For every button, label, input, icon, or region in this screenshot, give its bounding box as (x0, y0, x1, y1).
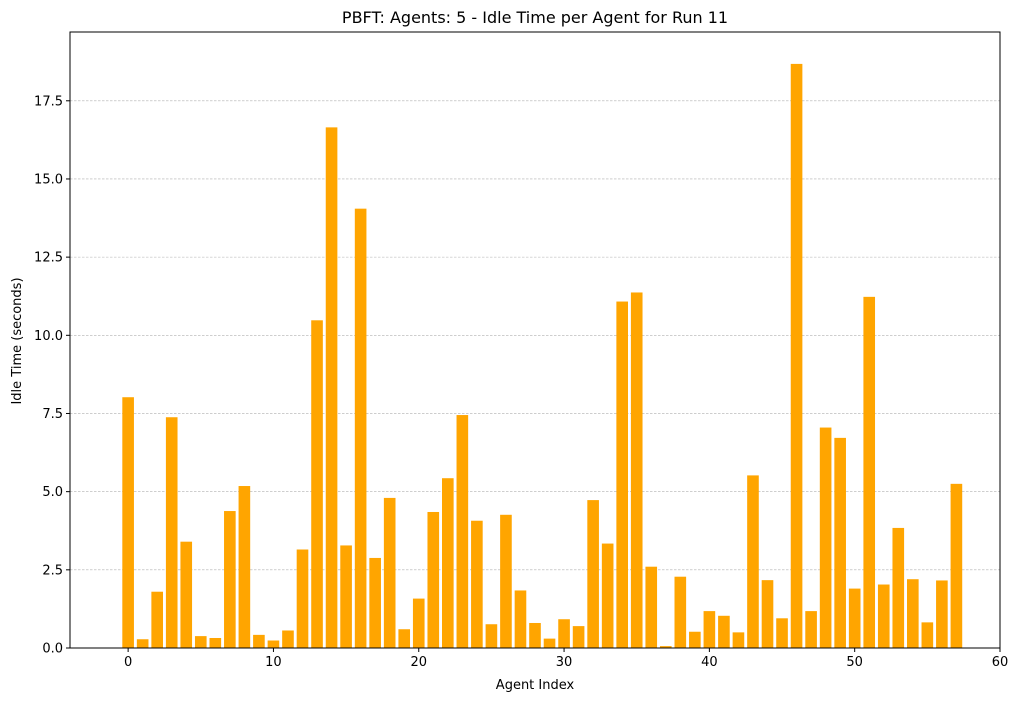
bar-agent-31 (572, 626, 585, 648)
bar-agent-3 (165, 417, 178, 648)
y-tick-label: 0.0 (42, 642, 63, 657)
bar-agent-9 (253, 634, 265, 648)
bar-agent-7 (224, 511, 236, 648)
x-tick-label: 50 (846, 655, 863, 670)
y-tick-label: 15.0 (34, 172, 63, 187)
bar-agent-8 (238, 486, 251, 648)
x-tick-label: 40 (701, 655, 718, 670)
bar-agent-30 (558, 619, 570, 648)
bar-agent-39 (689, 631, 701, 648)
bar-agent-50 (848, 588, 861, 648)
bar-agent-36 (645, 566, 658, 648)
bar-agent-48 (819, 427, 832, 648)
y-tick-label: 10.0 (34, 329, 63, 344)
x-axis-ticks: 0 10 20 30 40 50 60 (124, 648, 1008, 670)
bar-agent-29 (543, 638, 556, 648)
bar-agent-51 (863, 296, 876, 648)
bar-agent-11 (282, 630, 294, 648)
bar-agent-46 (790, 63, 803, 649)
bar-agent-4 (180, 541, 193, 648)
bar-agent-41 (718, 615, 730, 648)
bar-agent-35 (630, 292, 643, 648)
y-tick-label: 7.5 (42, 407, 63, 422)
chart-title: PBFT: Agents: 5 - Idle Time per Agent fo… (342, 8, 728, 27)
y-axis-ticks: 0.0 2.5 5.0 7.5 10.0 12.5 15.0 17.5 (34, 94, 70, 657)
bar-agent-6 (209, 637, 222, 648)
bar-agent-56 (936, 580, 948, 648)
bar-agent-47 (805, 611, 817, 648)
bar-agent-17 (369, 557, 381, 648)
bar-agent-43 (747, 475, 759, 648)
bar-agent-16 (354, 208, 367, 648)
y-tick-label: 5.0 (42, 485, 63, 500)
bar-agent-21 (427, 511, 440, 648)
bar-agent-34 (616, 301, 628, 648)
bar-agent-23 (456, 415, 469, 648)
bar-agent-49 (834, 437, 846, 648)
bar-agent-1 (136, 639, 149, 648)
x-tick-label: 10 (265, 655, 282, 670)
y-tick-label: 12.5 (34, 251, 63, 266)
bar-agent-24 (471, 520, 483, 648)
bar-agent-12 (296, 549, 309, 648)
bar-agent-53 (892, 527, 905, 648)
bar-agent-55 (921, 622, 934, 648)
bar-agent-42 (732, 632, 745, 648)
x-tick-label: 20 (410, 655, 427, 670)
bar-agent-19 (398, 629, 411, 648)
bar-agent-15 (340, 545, 352, 648)
bar-agent-37 (659, 646, 672, 648)
bar-agent-45 (776, 618, 788, 648)
bar-agent-0 (122, 397, 134, 648)
bar-agent-54 (907, 579, 919, 648)
bar-agent-22 (442, 478, 454, 648)
y-tick-label: 17.5 (34, 94, 63, 109)
bar-agent-14 (325, 127, 338, 649)
bars (122, 63, 963, 649)
bar-agent-28 (529, 622, 541, 648)
bar-agent-2 (151, 591, 163, 648)
bar-agent-32 (587, 500, 599, 648)
x-tick-label: 60 (992, 655, 1009, 670)
bar-agent-38 (674, 576, 687, 648)
bar-agent-52 (877, 584, 890, 648)
bar-agent-44 (761, 580, 774, 648)
x-tick-label: 30 (556, 655, 573, 670)
bar-agent-10 (267, 640, 280, 648)
x-tick-label: 0 (124, 655, 132, 670)
plot-frame (69, 31, 1001, 649)
gridlines (70, 100, 1000, 571)
bar-agent-33 (601, 543, 614, 648)
x-axis-label: Agent Index (496, 678, 575, 693)
bar-agent-27 (514, 590, 527, 648)
bar-agent-26 (500, 514, 512, 648)
bar-agent-40 (703, 611, 716, 648)
bar-agent-25 (485, 624, 498, 648)
y-tick-label: 2.5 (42, 563, 63, 578)
y-axis-label: Idle Time (seconds) (10, 277, 25, 404)
bar-agent-5 (194, 636, 207, 648)
bar-agent-18 (383, 497, 396, 648)
bar-agent-13 (311, 320, 323, 648)
bar-agent-57 (950, 483, 963, 648)
bar-agent-20 (412, 598, 425, 648)
